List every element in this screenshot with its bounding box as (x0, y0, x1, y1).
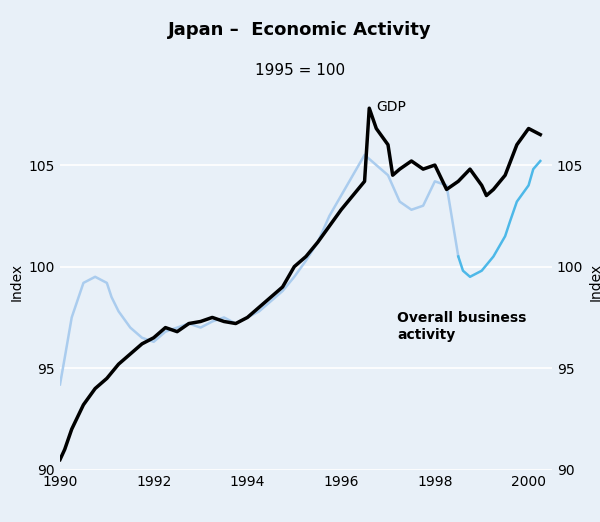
Text: 1995 = 100: 1995 = 100 (255, 63, 345, 78)
Text: Overall business
activity: Overall business activity (397, 311, 527, 341)
Text: Japan –  Economic Activity: Japan – Economic Activity (168, 21, 432, 39)
Y-axis label: Index: Index (9, 263, 23, 301)
Y-axis label: Index: Index (589, 263, 600, 301)
Text: GDP: GDP (376, 100, 406, 114)
